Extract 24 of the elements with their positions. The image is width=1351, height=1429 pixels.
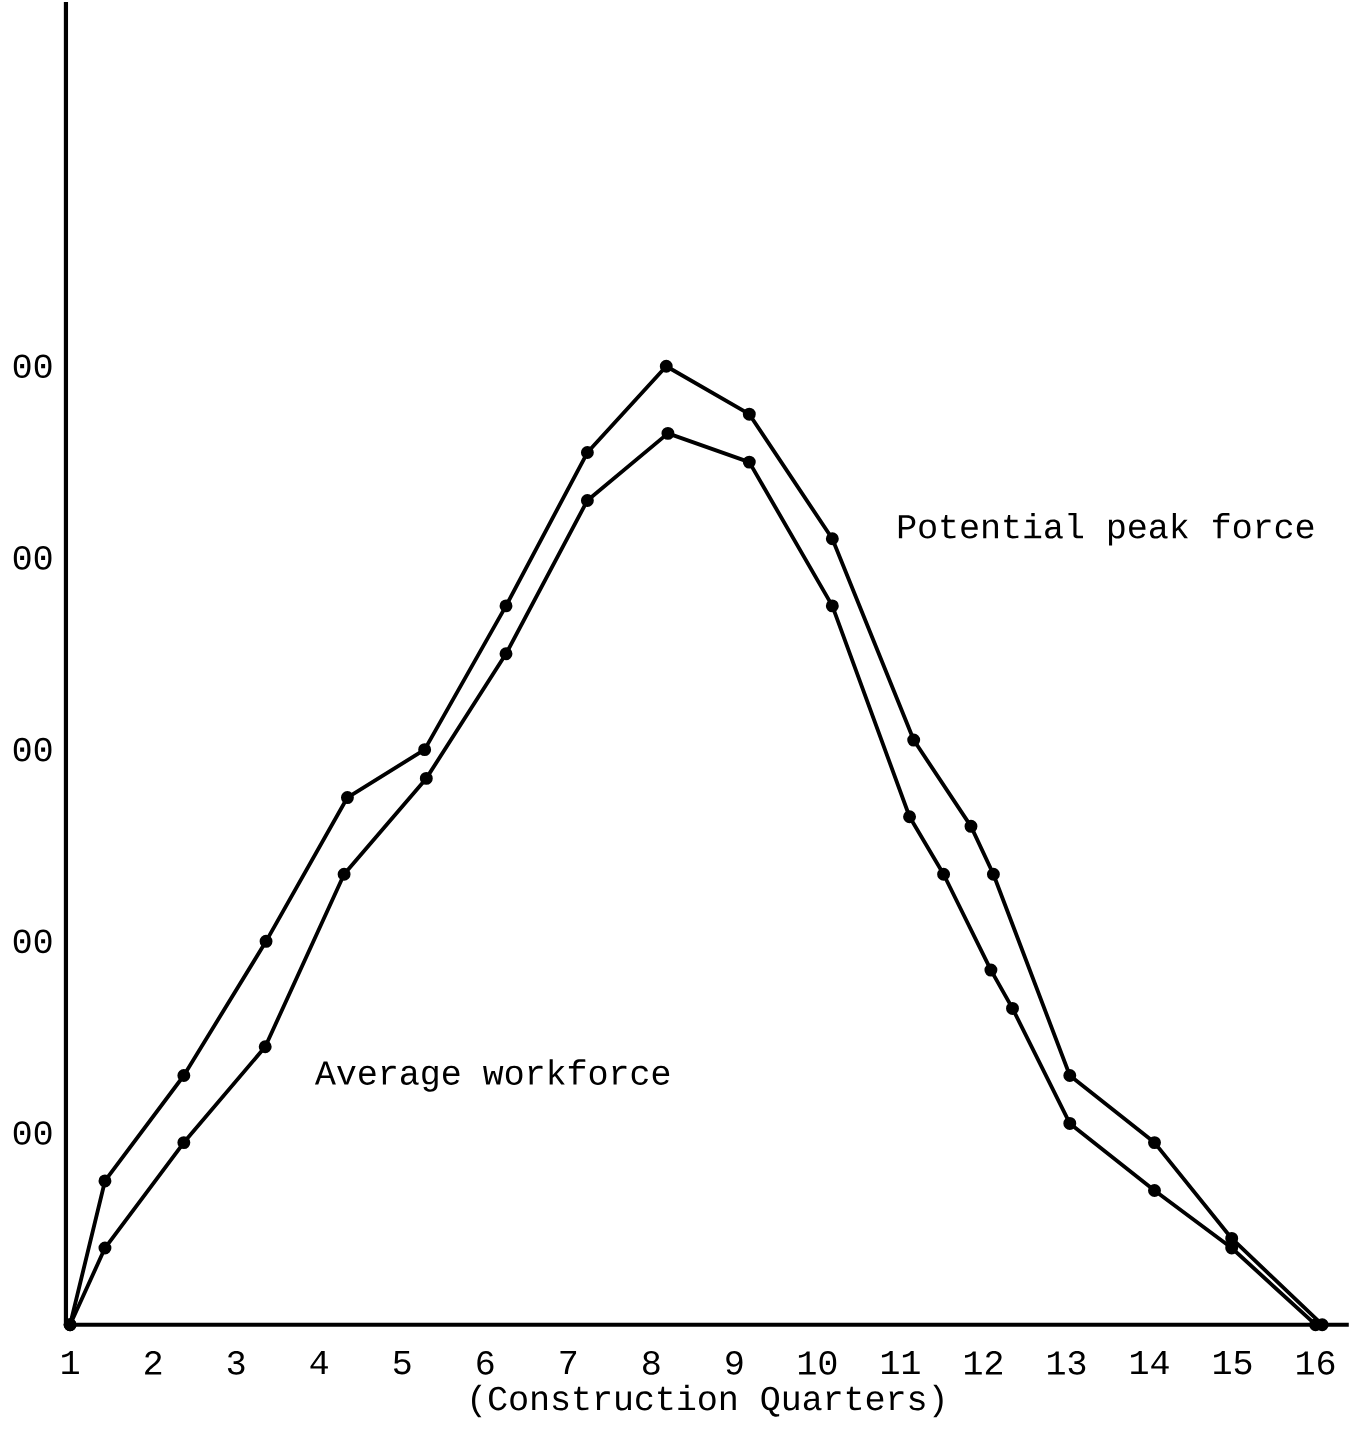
x-tick-label: 14 — [1131, 1351, 1169, 1375]
x-tick-label: 2 — [145, 1351, 162, 1375]
x-tick-label: 9 — [726, 1351, 743, 1375]
text: 00 — [13, 929, 52, 954]
text: 00 — [13, 1121, 52, 1145]
x-tick-label: 10 — [798, 1351, 837, 1375]
x-tick-label: 3 — [227, 1351, 245, 1375]
x-tick-label: 1 — [62, 1351, 79, 1375]
x-tick-label: 11 — [882, 1351, 920, 1375]
x-tick-label: 16 — [1297, 1351, 1335, 1375]
series-label: Potential peak force — [898, 512, 1314, 546]
text: 00 — [13, 737, 52, 762]
x-tick-label: 13 — [1048, 1351, 1086, 1375]
x-tick-label: 7 — [560, 1351, 577, 1375]
x-tick-label: 12 — [965, 1351, 1003, 1375]
x-tick-label: 8 — [643, 1351, 660, 1375]
text: 00 — [13, 546, 52, 570]
series-label: Average workforce — [315, 1059, 670, 1092]
x-tick-label: 5 — [393, 1351, 411, 1375]
text: 00 — [13, 354, 52, 379]
x-tick-label: 4 — [310, 1351, 328, 1375]
x-axis-title: (Construction Quarters) — [472, 1384, 943, 1418]
x-tick-label: 15 — [1214, 1351, 1252, 1375]
x-tick-label: 6 — [477, 1351, 494, 1375]
